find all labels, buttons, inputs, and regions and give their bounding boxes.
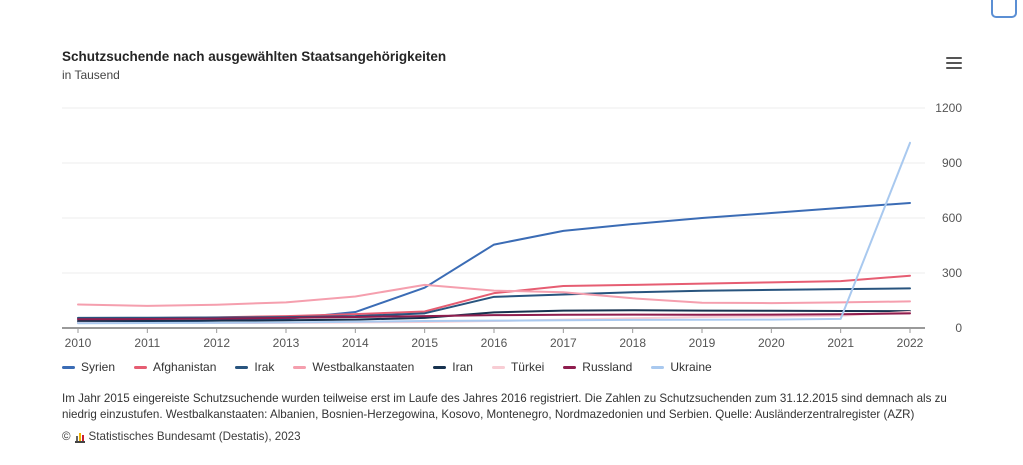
legend-item-russland[interactable]: Russland — [563, 360, 632, 374]
legend-swatch-icon — [134, 365, 148, 369]
series-line-ukraine[interactable] — [77, 141, 911, 325]
legend-label: Afghanistan — [153, 360, 217, 374]
legend-label: Russland — [582, 360, 633, 374]
legend-swatch-icon — [433, 365, 447, 369]
x-axis-label: 2015 — [411, 336, 438, 350]
legend-label: Ukraine — [670, 360, 712, 374]
legend-item-syrien[interactable]: Syrien — [62, 360, 115, 374]
series-line-iran[interactable] — [77, 309, 911, 323]
y-axis-label: 1200 — [935, 101, 962, 115]
series-line-russland[interactable] — [77, 312, 911, 321]
legend-item-westbalkanstaaten[interactable]: Westbalkanstaaten — [293, 360, 414, 374]
chart-footnote: Im Jahr 2015 eingereiste Schutzsuchende … — [62, 392, 947, 422]
legend-swatch-icon — [563, 365, 577, 369]
legend-swatch-icon — [651, 365, 665, 369]
series-line-irak[interactable] — [77, 287, 911, 319]
legend-swatch-icon — [293, 365, 307, 369]
x-axis-label: 2010 — [65, 336, 92, 350]
x-axis-label: 2019 — [689, 336, 716, 350]
x-axis-label: 2014 — [342, 336, 369, 350]
chart-legend: Syrien Afghanistan Irak Westbalkanstaaten Ir… — [62, 360, 712, 374]
menu-icon[interactable] — [946, 57, 962, 69]
legend-label: Westbalkanstaaten — [312, 360, 415, 374]
legend-label: Syrien — [81, 360, 116, 374]
destatis-logo-icon — [74, 431, 85, 443]
legend-swatch-icon — [235, 365, 249, 369]
x-axis-label: 2013 — [273, 336, 300, 350]
y-axis-label: 0 — [955, 321, 962, 335]
line-chart-plot-area[interactable]: 0 300 600 900 1200 2010 2011 2012 2013 2014 2015 20… — [0, 0, 1023, 356]
legend-item-iran[interactable]: Iran — [433, 360, 473, 374]
x-axis-label: 2012 — [203, 336, 230, 350]
clipboard-icon[interactable] — [991, 0, 1017, 18]
legend-swatch-icon — [491, 365, 505, 369]
legend-item-afghanistan[interactable]: Afghanistan — [134, 360, 216, 374]
x-axis-label: 2011 — [134, 336, 160, 350]
chart-subtitle: in Tausend — [62, 68, 120, 82]
y-axis-label: 900 — [942, 156, 962, 170]
legend-label: Iran — [452, 360, 473, 374]
copyright-symbol: © — [62, 430, 71, 443]
x-axis-label: 2016 — [481, 336, 508, 350]
copyright-text: Statistisches Bundesamt (Destatis), 2023 — [88, 430, 301, 443]
x-axis-label: 2022 — [897, 336, 924, 350]
x-axis-label: 2018 — [619, 336, 646, 350]
copyright-line: © Statistisches Bundesamt (Destatis), 20… — [62, 430, 301, 443]
legend-item-türkei[interactable]: Türkei — [491, 360, 545, 374]
legend-label: Irak — [254, 360, 275, 374]
x-axis-label: 2020 — [758, 336, 785, 350]
legend-label: Türkei — [510, 360, 545, 374]
legend-item-ukraine[interactable]: Ukraine — [651, 360, 712, 374]
legend-item-irak[interactable]: Irak — [235, 360, 274, 374]
series-line-westbalkanstaaten[interactable] — [77, 283, 911, 307]
x-axis-label: 2017 — [550, 336, 577, 350]
chart-title: Schutzsuchende nach ausgewählten Staatsa… — [62, 49, 447, 64]
x-axis-label: 2021 — [827, 336, 854, 350]
y-axis-label: 600 — [942, 211, 962, 225]
y-axis-label: 300 — [942, 266, 962, 280]
legend-swatch-icon — [62, 365, 75, 369]
